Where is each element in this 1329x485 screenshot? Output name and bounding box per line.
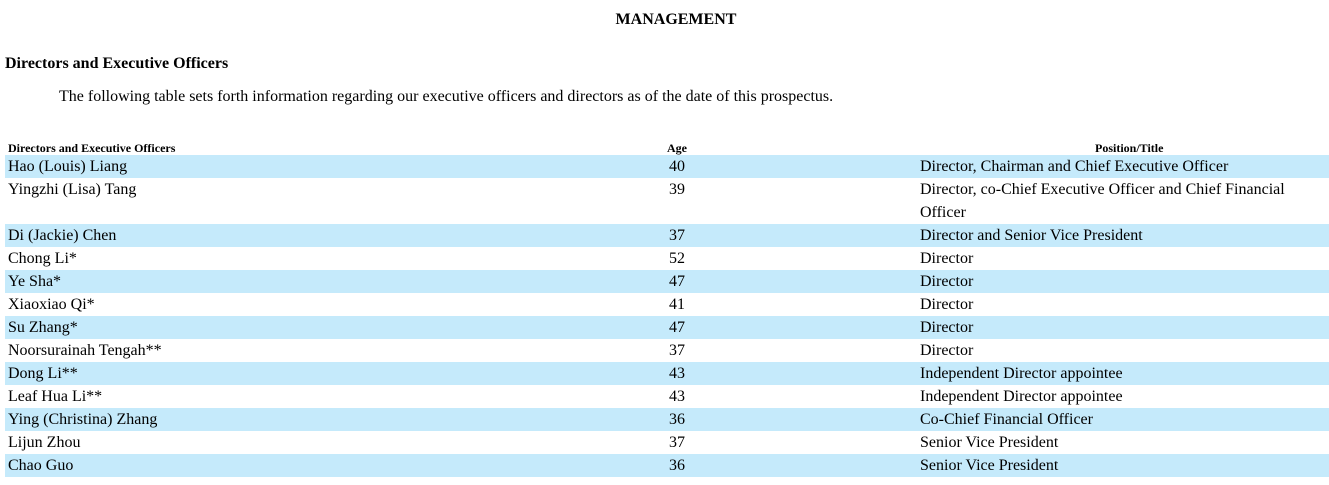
table-row: Hao (Louis) Liang 40 Director, Chairman an… [5, 155, 1329, 178]
cell-position: Independent Director appointee [920, 365, 1123, 382]
cell-name: Ye Sha* [8, 273, 62, 290]
table-row: Leaf Hua Li** 43 Independent Director appo… [5, 385, 1329, 408]
cell-name: Lijun Zhou [8, 434, 81, 451]
cell-age: 36 [669, 411, 685, 428]
cell-position: Director [920, 296, 974, 313]
cell-position: Senior Vice President [920, 434, 1059, 451]
cell-position: Director, Chairman and Chief Executive O… [920, 158, 1229, 175]
cell-position: Director, co-Chief Executive Officer and… [920, 181, 1285, 221]
cell-age: 36 [669, 457, 685, 474]
cell-name: Chong Li* [8, 250, 77, 267]
page-title: MANAGEMENT [615, 11, 737, 28]
cell-position: Director and Senior Vice President [920, 227, 1143, 244]
cell-age: 47 [669, 273, 685, 290]
cell-position: Director [920, 319, 974, 336]
officers-table: Directors and Executive Officers Age Pos… [5, 137, 1329, 477]
cell-name: Yingzhi (Lisa) Tang [8, 181, 137, 198]
cell-age: 43 [669, 388, 685, 405]
cell-age: 47 [669, 319, 685, 336]
cell-name: Leaf Hua Li** [8, 388, 103, 405]
cell-position: Co-Chief Financial Officer [920, 411, 1093, 428]
cell-age: 41 [669, 296, 685, 313]
table-row: Chong Li* 52 Director [5, 247, 1329, 270]
table-row: Dong Li** 43 Independent Director appointe… [5, 362, 1329, 385]
cell-age: 43 [669, 365, 685, 382]
cell-name: Di (Jackie) Chen [8, 227, 117, 244]
header-position: Position/Title [1095, 141, 1164, 155]
table-row: Ye Sha* 47 Director [5, 270, 1329, 293]
table-row: Lijun Zhou 37 Senior Vice President [5, 431, 1329, 454]
cell-position: Director [920, 250, 974, 267]
table-row: Di (Jackie) Chen 37 Director and Senior Vi… [5, 224, 1329, 247]
cell-name: Su Zhang* [8, 319, 78, 336]
header-name: Directors and Executive Officers [8, 141, 176, 155]
intro-paragraph: The following table sets forth informati… [59, 88, 834, 105]
cell-position: Independent Director appointee [920, 388, 1123, 405]
table-row: Su Zhang* 47 Director [5, 316, 1329, 339]
table-row: Xiaoxiao Qi* 41 Director [5, 293, 1329, 316]
cell-name: Dong Li** [8, 365, 78, 382]
table-body: Hao (Louis) Liang 40 Director, Chairman an… [5, 155, 1329, 477]
section-heading: Directors and Executive Officers [5, 55, 229, 72]
cell-name: Noorsurainah Tengah** [8, 342, 162, 359]
cell-age: 37 [669, 434, 685, 451]
table-row: Yingzhi (Lisa) Tang 39 Director, co-Chief … [5, 178, 1329, 224]
cell-name: Chao Guo [8, 457, 74, 474]
cell-name: Ying (Christina) Zhang [8, 411, 158, 428]
cell-position: Director [920, 273, 974, 290]
cell-age: 39 [669, 181, 685, 198]
cell-age: 52 [669, 250, 685, 267]
cell-age: 37 [669, 227, 685, 244]
table-row: Ying (Christina) Zhang 36 Co-Chief Financi… [5, 408, 1329, 431]
table-row: Noorsurainah Tengah** 37 Director [5, 339, 1329, 362]
cell-age: 37 [669, 342, 685, 359]
cell-position: Director [920, 342, 974, 359]
cell-age: 40 [669, 158, 685, 175]
cell-name: Xiaoxiao Qi* [8, 296, 95, 313]
table-header-row: Directors and Executive Officers Age Pos… [5, 137, 1329, 155]
cell-position: Senior Vice President [920, 457, 1059, 474]
cell-name: Hao (Louis) Liang [8, 158, 128, 175]
header-age: Age [667, 141, 687, 155]
table-row: Chao Guo 36 Senior Vice President [5, 454, 1329, 477]
